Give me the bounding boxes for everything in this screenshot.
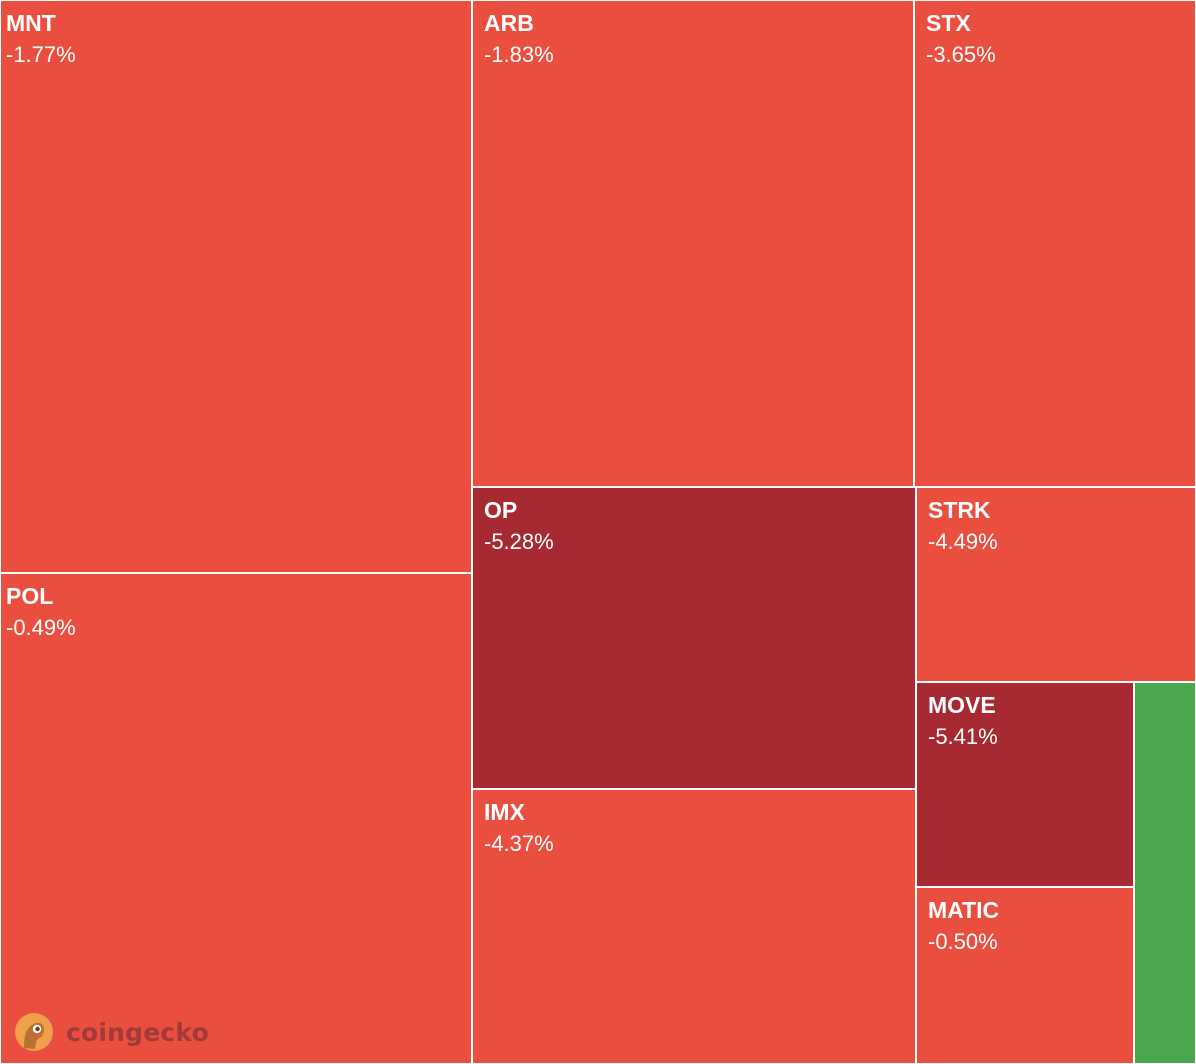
tile-symbol: MOVE [928, 692, 996, 718]
tile-symbol: POL [6, 583, 54, 609]
treemap-tile-strk[interactable]: STRK -4.49% [916, 487, 1196, 682]
treemap-tile-op[interactable]: OP -5.28% [472, 487, 916, 789]
tile-change: -4.49% [928, 529, 998, 554]
brand-name: coingecko [66, 1017, 209, 1047]
tile-symbol: IMX [484, 799, 525, 825]
treemap-tile-matic[interactable]: MATIC -0.50% [916, 887, 1134, 1064]
tile-change: -0.49% [6, 615, 76, 640]
treemap-tile-stx[interactable]: STX -3.65% [914, 0, 1196, 487]
tile-change: -4.37% [484, 831, 554, 856]
tile-change: -5.41% [928, 724, 998, 749]
tile-symbol: ARB [484, 10, 534, 36]
treemap-tile-imx[interactable]: IMX -4.37% [472, 789, 916, 1064]
treemap-tile-arb[interactable]: ARB -1.83% [472, 0, 914, 487]
treemap-tile-unlabeled[interactable] [1134, 682, 1196, 1064]
tile-change: -0.50% [928, 929, 998, 954]
tile-change: -5.28% [484, 529, 554, 554]
tile-symbol: STX [926, 10, 971, 36]
treemap-tile-pol[interactable]: POL -0.49% [0, 573, 472, 1064]
treemap-tile-move[interactable]: MOVE -5.41% [916, 682, 1134, 887]
tile-change: -3.65% [926, 42, 996, 67]
coingecko-gecko-icon [15, 1013, 53, 1051]
treemap-tile-mnt[interactable]: MNT -1.77% [0, 0, 472, 573]
tile-symbol: STRK [928, 497, 991, 523]
tile-change: -1.77% [6, 42, 76, 67]
coingecko-watermark: coingecko [14, 1010, 209, 1054]
tile-symbol: MNT [6, 10, 56, 36]
tile-symbol: OP [484, 497, 518, 523]
tile-change: -1.83% [484, 42, 554, 67]
tile-symbol: MATIC [928, 897, 1000, 923]
